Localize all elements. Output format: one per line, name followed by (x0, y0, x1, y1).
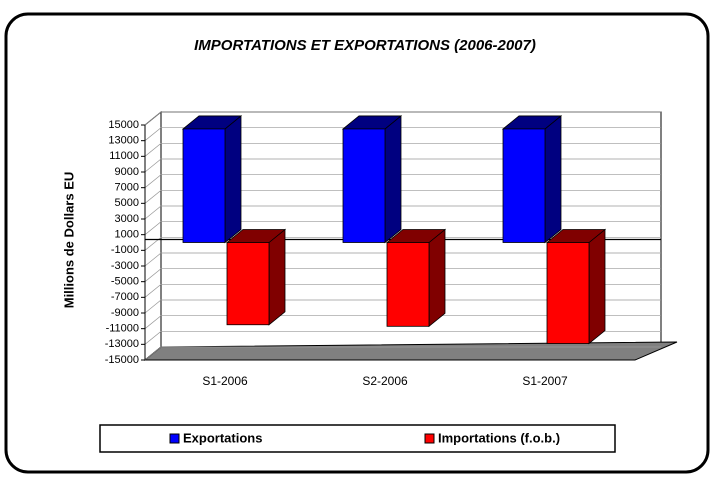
grid-line (144, 127, 661, 141)
grid-line (144, 299, 661, 314)
y-tick-label: -5000 (111, 276, 139, 288)
side-wall (144, 110, 162, 362)
grid-line (144, 221, 661, 235)
y-tick-label: -11000 (106, 323, 139, 335)
x-tick-label: S2-2006 (362, 374, 408, 388)
bar-side (588, 228, 606, 345)
bar (501, 115, 563, 244)
x-tick-label: S1-2007 (522, 374, 568, 388)
bar-front (546, 242, 590, 344)
grid-line (144, 252, 661, 267)
y-tick-label: 7000 (115, 182, 139, 194)
bar (545, 228, 607, 345)
y-tick-label: -3000 (111, 260, 139, 272)
bar-front (386, 242, 430, 327)
y-tick-label: -7000 (111, 291, 139, 303)
y-tick-label: 15000 (108, 119, 139, 131)
grid-line (144, 236, 661, 251)
bar (225, 228, 287, 326)
bar (385, 228, 447, 328)
y-tick-label: 5000 (115, 197, 139, 209)
bar-side (268, 228, 286, 326)
grid-line (144, 346, 661, 361)
grid-line (144, 330, 661, 345)
x-tick-label: S1-2006 (202, 374, 248, 388)
grid-line (144, 268, 661, 282)
y-tick-label: 13000 (108, 135, 139, 147)
bar (341, 115, 403, 244)
y-tick-label: 11000 (109, 150, 139, 162)
y-tick-label: -15000 (105, 354, 139, 366)
y-tick-label: 3000 (115, 213, 139, 225)
bar (181, 115, 243, 244)
y-axis-label: Millions de Dollars EU (61, 172, 76, 309)
grid-line (144, 315, 661, 329)
grid-line (144, 205, 661, 220)
legend-swatch (424, 433, 435, 444)
bar-front (342, 128, 386, 243)
y-tick-label: 9000 (115, 166, 139, 178)
grid-line (144, 158, 661, 173)
grid-line (144, 142, 661, 157)
legend-label: Exportations (183, 430, 262, 445)
bar-front (502, 128, 546, 243)
bar-side (384, 115, 402, 244)
legend-label: Importations (f.o.b.) (438, 430, 560, 445)
legend-box (99, 424, 616, 453)
chart-title: IMPORTATIONS ET EXPORTATIONS (2006-2007) (194, 37, 536, 54)
legend-swatch (169, 433, 180, 444)
plot: 15000 13000 11000 9000 7000 5000 3000 1000 -1000… (105, 110, 678, 388)
bar-front (226, 242, 270, 326)
y-tick-label: 1000 (115, 229, 139, 241)
bar-side (544, 115, 562, 244)
y-tick-label: -1000 (111, 244, 139, 256)
grid-line (144, 283, 661, 298)
grid-line (144, 111, 661, 126)
bar-side (428, 228, 446, 328)
grid-line (144, 189, 661, 204)
bar-front (182, 128, 226, 243)
grid-line (144, 174, 661, 188)
y-tick-label: -13000 (105, 338, 139, 350)
y-tick-label: -9000 (111, 307, 139, 319)
bar-side (224, 115, 242, 244)
